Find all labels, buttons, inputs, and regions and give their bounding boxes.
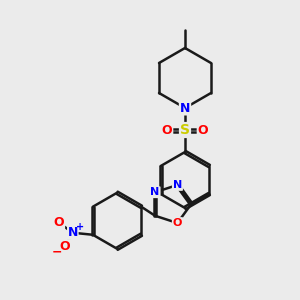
Text: S: S	[180, 123, 190, 137]
Text: O: O	[162, 124, 172, 136]
Text: +: +	[76, 222, 84, 232]
Text: O: O	[173, 218, 182, 228]
Text: O: O	[59, 240, 70, 253]
Text: N: N	[68, 226, 78, 239]
Text: O: O	[53, 216, 64, 229]
Text: N: N	[180, 101, 190, 115]
Text: N: N	[173, 180, 182, 190]
Text: O: O	[198, 124, 208, 136]
Text: N: N	[150, 187, 160, 197]
Text: −: −	[52, 245, 62, 258]
